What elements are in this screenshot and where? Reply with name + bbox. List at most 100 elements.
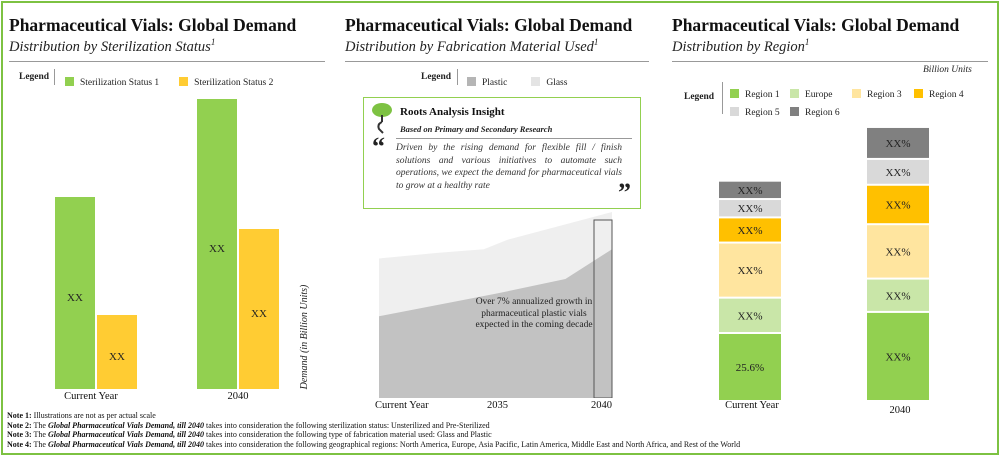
- legend-swatch: [790, 107, 799, 116]
- panel2-legend-separator: [457, 69, 458, 85]
- segment-region-4-1: [867, 185, 929, 224]
- segment-europe-1: [867, 279, 929, 311]
- insight-box: Roots Analysis Insight Based on Primary …: [363, 97, 641, 209]
- bar-value-label: XX: [209, 243, 225, 255]
- panel3-subtitle-text: Distribution by Region: [672, 38, 805, 55]
- note-text: takes into consideration the following g…: [203, 439, 741, 449]
- segment-value-label: XX%: [885, 246, 910, 258]
- legend-text: Glass: [546, 78, 568, 88]
- panel3-legend-row: Region 5 Region 6: [730, 103, 996, 121]
- legend-text: Region 5: [745, 108, 780, 118]
- legend-text: Sterilization Status 2: [194, 78, 274, 88]
- panel2-ylabel-wrap: Demand (in Billion Units): [299, 285, 367, 390]
- 2040-highlight-box: [593, 219, 613, 398]
- segment-value-label: XX%: [885, 351, 910, 363]
- segment-region-1-0: [719, 334, 781, 400]
- panel3-title: Pharmaceutical Vials: Global Demand: [672, 15, 960, 35]
- legend-item-status2: Sterilization Status 2: [179, 77, 274, 88]
- panel2-ylabel: Demand (in Billion Units): [299, 284, 310, 390]
- legend-item-europe: Europe: [790, 88, 852, 103]
- panel3-legend-separator: [722, 82, 723, 114]
- bar-sterilization-status-1-0: [55, 197, 95, 389]
- segment-value-label: XX%: [737, 225, 762, 237]
- panel2-x-tick: Current Year: [375, 400, 429, 411]
- panel2-subtitle: Distribution by Fabrication Material Use…: [345, 37, 598, 56]
- panel1-category-label: 2040: [227, 391, 249, 402]
- legend-item-region5: Region 5: [730, 106, 790, 121]
- panel1-title: Pharmaceutical Vials: Global Demand: [9, 15, 297, 35]
- segment-region-5-0: [719, 200, 781, 217]
- legend-text: Region 1: [745, 90, 780, 100]
- bar-sterilization-status-2-0: [97, 315, 137, 389]
- segment-region-3-1: [867, 225, 929, 278]
- legend-text: Region 3: [867, 90, 902, 100]
- panel3-stacks: 25.6% XX% XX% XX% XX% XX% XX% XX% XX% XX% XX% XX%: [719, 127, 929, 400]
- note-text: The: [31, 430, 48, 440]
- legend-text: Region 4: [929, 90, 964, 100]
- segment-value-label: XX%: [885, 199, 910, 211]
- panel3-category-label: Current Year: [725, 400, 779, 411]
- legend-item-plastic: Plastic: [467, 77, 507, 88]
- insight-divider: [396, 138, 632, 139]
- legend-swatch: [730, 89, 739, 98]
- legend-swatch: [531, 77, 541, 86]
- bar-value-label: XX: [67, 292, 83, 304]
- bar-sterilization-status-2-1: [239, 229, 279, 389]
- segment-region-6-1: [867, 127, 929, 158]
- segment-value-label: XX%: [885, 138, 910, 150]
- panel2-subtitle-text: Distribution by Fabrication Material Use…: [345, 38, 594, 55]
- bar-value-label: XX: [251, 308, 267, 320]
- panel3-category-label: 2040: [889, 405, 911, 416]
- panel3-stacked-bar-chart: 25.6% XX% XX% XX% XX% XX% XX% XX% XX% XX% XX% XX%: [719, 127, 929, 400]
- legend-item-glass: Glass: [531, 77, 568, 88]
- legend-item-region3: Region 3: [852, 88, 914, 103]
- segment-region-1-1: [867, 312, 929, 400]
- segment-value-label: XX%: [885, 290, 910, 302]
- segment-region-6-0: [719, 181, 781, 199]
- legend-swatch: [914, 89, 923, 98]
- note-emphasis: Global Pharmaceutical Vials Demand, till…: [47, 430, 204, 440]
- open-quote-icon: “: [372, 132, 385, 161]
- panel1-legend-label: Legend: [19, 72, 50, 82]
- note-text: The: [31, 420, 48, 430]
- growth-annotation: Over 7% annualized growth in pharmaceuti…: [475, 297, 593, 330]
- panel2-divider: [345, 61, 649, 62]
- panel3-divider: [672, 61, 988, 62]
- segment-value-label: XX%: [737, 203, 762, 215]
- segment-value-label: XX%: [737, 265, 762, 277]
- legend-item-region4: Region 4: [914, 89, 964, 100]
- panel3-legend-row: Region 1 Europe Region 3 Region 4: [730, 85, 996, 103]
- note-label: Note 4:: [7, 439, 32, 449]
- segment-value-label: XX%: [737, 185, 762, 197]
- legend-text: Region 6: [805, 108, 840, 118]
- note-text: takes into consideration the following t…: [203, 430, 492, 440]
- note-label: Note 2:: [7, 420, 32, 430]
- panel1-subtitle: Distribution by Sterilization Status1: [9, 37, 215, 56]
- legend-swatch: [467, 77, 476, 86]
- note-label: Note 1:: [7, 411, 32, 420]
- panel2-subtitle-sup: 1: [593, 37, 599, 47]
- legend-item-region1: Region 1: [730, 88, 790, 103]
- panel3-legend-label: Legend: [684, 92, 715, 102]
- bar-sterilization-status-1-1: [197, 99, 237, 389]
- panel1-category-label: Current Year: [64, 391, 118, 402]
- panel1-divider: [9, 61, 325, 62]
- insight-heading: Roots Analysis Insight: [400, 106, 505, 118]
- legend-item-region6: Region 6: [790, 107, 840, 118]
- footnotes: Note 1: Illustrations are not as per act…: [7, 411, 740, 449]
- legend-swatch: [852, 89, 861, 98]
- note-3: Note 3: The Global Pharmaceutical Vials …: [7, 430, 740, 440]
- tree-logo-icon: [372, 103, 392, 134]
- panel1-legend-separator: [54, 69, 55, 85]
- panel1-bars: XX XX XX XX: [55, 99, 279, 389]
- note-1: Note 1: Illustrations are not as per act…: [7, 411, 740, 421]
- legend-item-status1: Sterilization Status 1: [65, 77, 160, 88]
- plastic-area: [379, 249, 612, 398]
- bar-value-label: XX: [109, 351, 125, 363]
- legend-text: Europe: [805, 90, 833, 100]
- segment-value-label: 25.6%: [736, 362, 764, 374]
- legend-text: Sterilization Status 1: [80, 78, 160, 88]
- unit-label: Billion Units: [923, 65, 972, 75]
- panel1-legend-items: Sterilization Status 1 Sterilization Sta…: [65, 72, 273, 90]
